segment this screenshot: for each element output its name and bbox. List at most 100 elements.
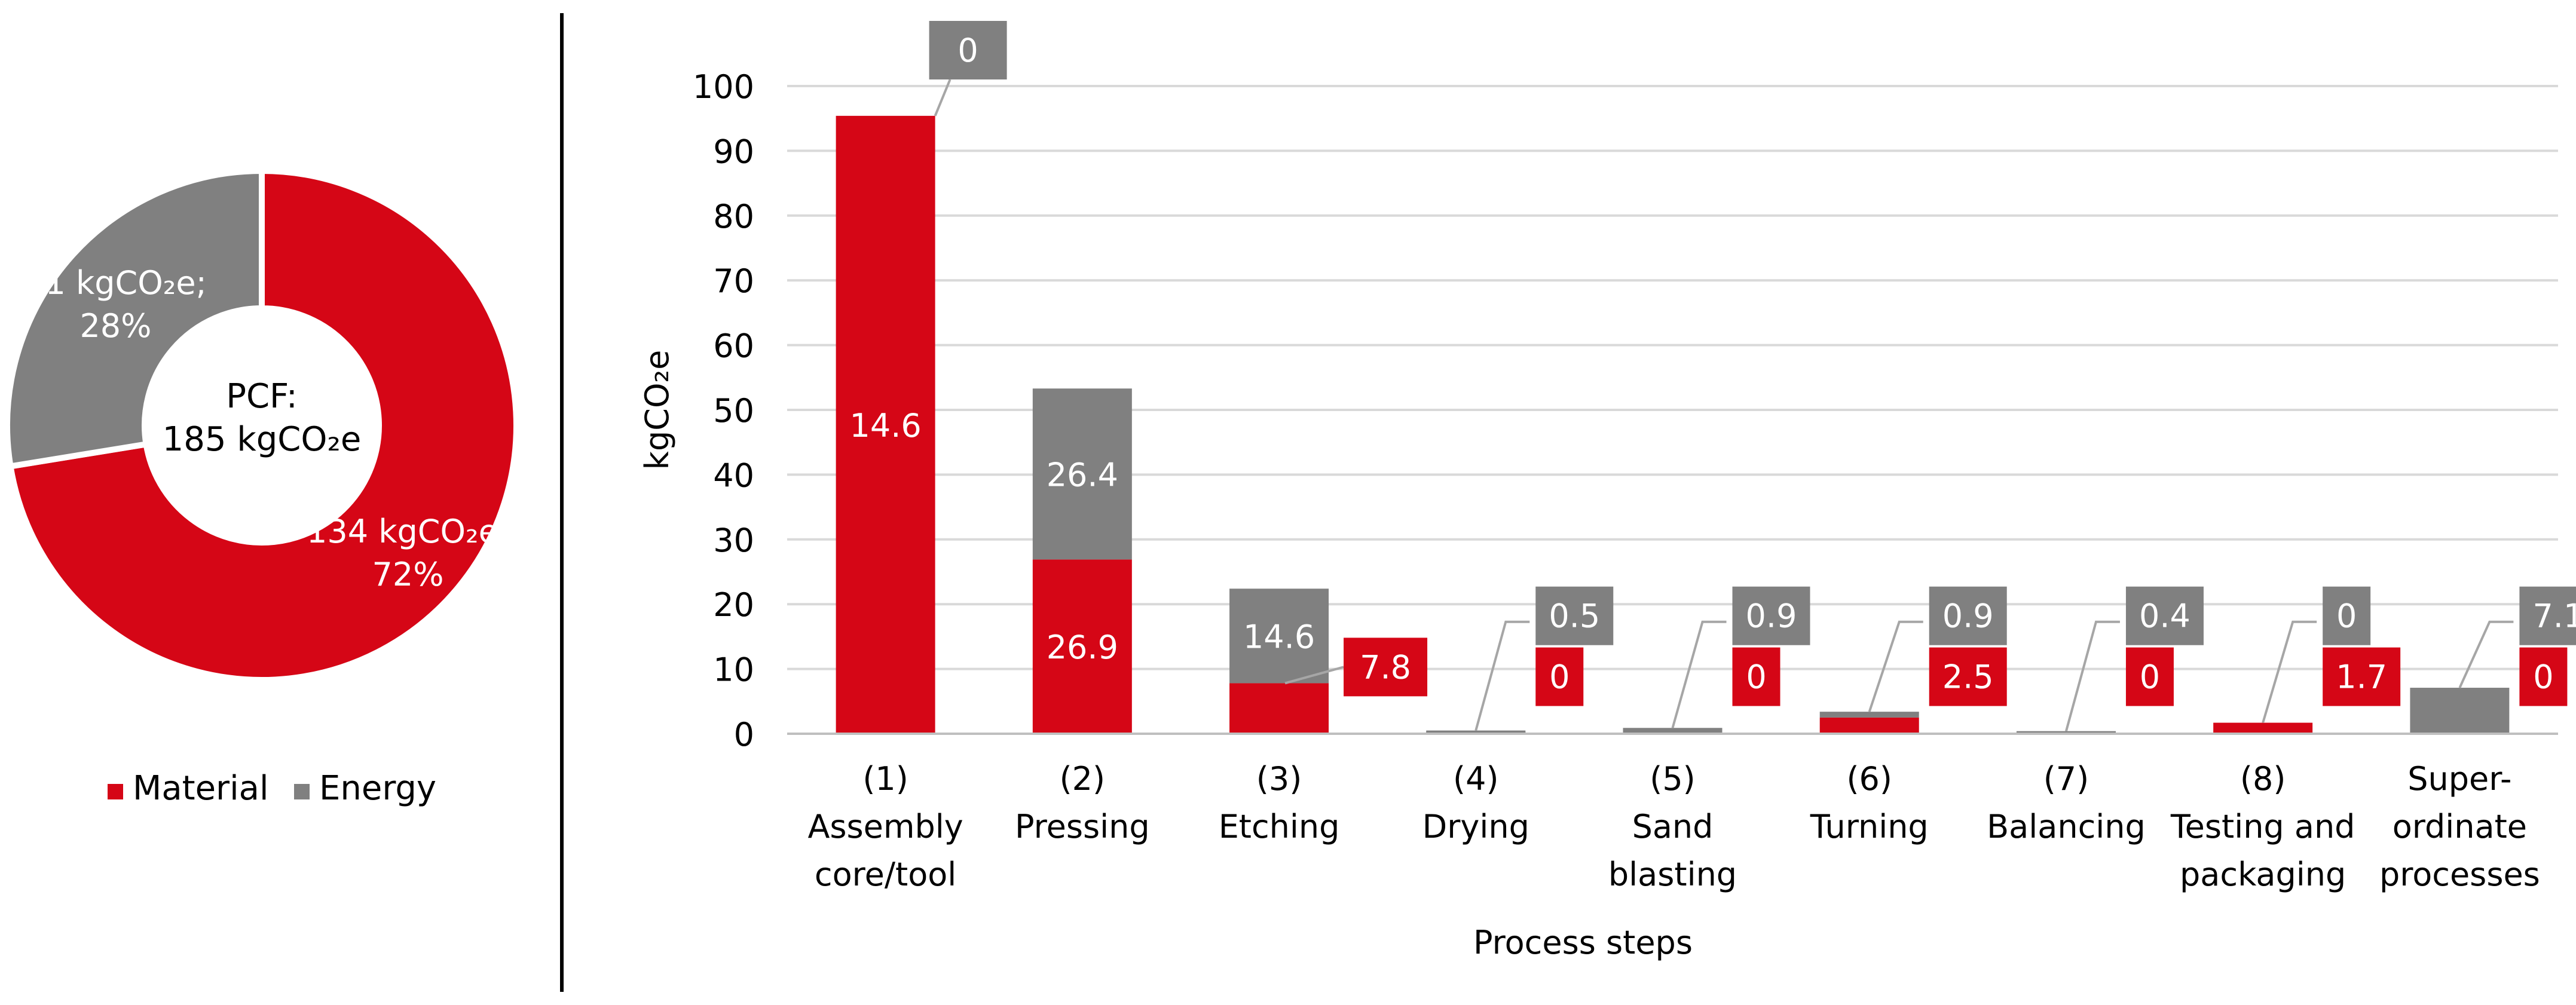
x-tick-label: (8) (2240, 760, 2286, 798)
x-tick-label: (3) (1256, 760, 1302, 798)
pie-slice-label: 51 kgCO₂e; (25, 264, 207, 302)
leader-line (2262, 620, 2317, 724)
y-tick-label: 80 (713, 198, 754, 235)
data-label-material: 0 (1746, 658, 1766, 696)
data-label-material: 0 (2140, 658, 2160, 696)
data-label-material-box (1535, 647, 1584, 706)
bar-energy (1229, 589, 1329, 684)
x-tick-label: (7) (2043, 760, 2089, 798)
bar-energy (2410, 688, 2510, 734)
x-tick-label: core/tool (815, 856, 956, 893)
pie-center-label: 185 kgCO₂e (163, 420, 362, 459)
x-tick-label: Turning (1810, 808, 1929, 845)
data-label-material: 7.8 (1360, 648, 1411, 686)
legend-swatch-material (108, 784, 123, 799)
x-tick-label: ordinate (2393, 808, 2527, 845)
data-label-energy-box (2323, 586, 2371, 645)
y-tick-label: 40 (713, 456, 754, 494)
leader-line (2065, 620, 2120, 732)
x-tick-label: Sand (1632, 808, 1714, 845)
data-label-energy-box (1732, 586, 1810, 645)
data-label-energy-box (2125, 586, 2204, 645)
x-tick-label: Assembly (807, 808, 963, 845)
bar-material (836, 115, 935, 734)
stacked-bar-chart: 0 10 20 30 40 50 60 70 80 90 100 kgCO₂e 14.6 0 (1) Asse… (638, 21, 2576, 961)
x-tick-label: (1) (862, 760, 908, 798)
data-label-material: 0 (2533, 658, 2553, 696)
x-tick-label: (6) (1846, 760, 1892, 798)
x-axis-label: Process steps (1473, 924, 1693, 961)
data-label-energy-box (929, 21, 1007, 79)
data-label-material-box (1929, 647, 2007, 706)
data-label-energy: 0 (2336, 598, 2357, 635)
data-label-energy: 7.1 (2532, 598, 2576, 635)
data-label-material-box (1344, 638, 1428, 697)
x-tick-label: Etching (1219, 808, 1340, 845)
y-axis-label: kgCO₂e (638, 350, 676, 470)
leader-line (1284, 666, 1344, 685)
data-label-energy: 0.4 (2139, 598, 2190, 635)
bar-energy (1819, 712, 1919, 718)
x-tick-label: Testing and (2170, 808, 2355, 845)
y-tick-label: 50 (713, 392, 754, 430)
data-label-energy-box (1929, 586, 2007, 645)
leader-line (1868, 620, 1923, 712)
data-label-material: 26.9 (1047, 629, 1118, 666)
legend-swatch-energy (294, 784, 310, 799)
data-label-energy: 0.9 (1942, 598, 1994, 635)
legend-label-energy: Energy (319, 769, 436, 808)
data-label-energy: 0 (957, 32, 978, 69)
leader-line (934, 79, 952, 117)
x-tick-label: (4) (1453, 760, 1499, 798)
data-label-material: 14.6 (849, 407, 921, 445)
data-label-material-box (2519, 647, 2568, 706)
x-tick-label: (2) (1060, 760, 1106, 798)
x-tick-label: Super- (2407, 760, 2511, 798)
y-tick-label: 10 (713, 651, 754, 689)
y-tick-label: 100 (693, 68, 754, 106)
bar-energy (1623, 728, 1723, 734)
data-label-material-box (2323, 647, 2401, 706)
pie-center-label: PCF: (226, 377, 298, 416)
y-tick-label: 70 (713, 262, 754, 300)
data-label-energy: 14.6 (1243, 618, 1315, 655)
donut-chart: 134 kgCO₂e; 72% 51 kgCO₂e; 28% PCF: 185 kgCO₂… (4, 167, 519, 808)
bar-material (1819, 717, 1919, 734)
y-tick-label: 20 (713, 586, 754, 624)
bar-material (1032, 559, 1132, 734)
x-tick-label: processes (2379, 856, 2540, 893)
leader-line (1671, 620, 1727, 728)
x-tick-label: Pressing (1015, 808, 1150, 845)
data-label-energy-box (2519, 586, 2576, 645)
y-tick-label: 0 (734, 716, 754, 753)
x-tick-label: packaging (2180, 856, 2346, 893)
pie-slice-label: 134 kgCO₂e; (307, 513, 509, 550)
y-tick-label: 30 (713, 522, 754, 559)
data-label-energy-box (1535, 586, 1614, 645)
pie-slice-material (7, 167, 519, 683)
bar-material (2213, 722, 2313, 734)
data-label-energy: 0.9 (1746, 598, 1797, 635)
pie-slice-energy (4, 167, 265, 470)
data-label-energy: 26.4 (1047, 456, 1118, 494)
legend-label-material: Material (133, 769, 269, 808)
data-label-material-box (1732, 647, 1780, 706)
y-tick-label: 90 (713, 133, 754, 170)
bar-energy (1032, 388, 1132, 560)
x-tick-label: Balancing (1987, 808, 2146, 845)
pie-slice-label: 28% (79, 307, 151, 345)
data-label-energy: 0.5 (1549, 598, 1600, 635)
data-label-material: 1.7 (2336, 658, 2387, 696)
x-tick-label: Drying (1422, 808, 1529, 845)
x-tick-label: (5) (1650, 760, 1696, 798)
y-tick-label: 60 (713, 327, 754, 365)
pie-slice-label: 72% (372, 556, 444, 593)
data-label-material: 2.5 (1942, 658, 1994, 696)
x-tick-label: blasting (1608, 856, 1737, 893)
leader-line (1474, 620, 1530, 731)
bar-material (1229, 683, 1329, 734)
data-label-material: 0 (1549, 658, 1570, 696)
data-label-material-box (2125, 647, 2174, 706)
leader-line (2458, 620, 2514, 688)
